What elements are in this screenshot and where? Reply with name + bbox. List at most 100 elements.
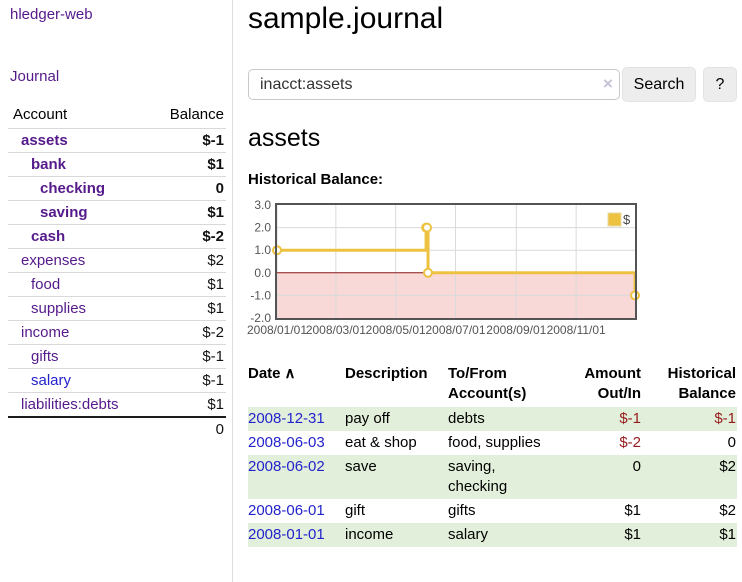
register-header-accounts: To/From Account(s) (448, 365, 527, 402)
account-row-gifts: gifts $-1 (8, 344, 226, 369)
account-row-supplies: supplies $1 (8, 296, 226, 321)
accounts-header-account: Account (13, 106, 68, 123)
balance-cell: $-1 (642, 407, 737, 431)
sidebar: hledger-web Journal Account Balance asse… (0, 0, 233, 582)
register-header-row: Date ∧ Description To/From Account(s) Amo… (248, 362, 737, 407)
register-header-amount: Amount Out/In (584, 365, 641, 402)
legend-label: $ (623, 212, 631, 227)
account-heading: assets (248, 124, 321, 152)
account-row-income: income $-2 (8, 320, 226, 345)
register-table: Date ∧ Description To/From Account(s) Amo… (248, 362, 737, 547)
register-header-description: Description (345, 365, 428, 382)
amount-cell: $-2 (619, 434, 641, 451)
y-tick-label: -2.0 (250, 311, 271, 325)
account-balance: $1 (148, 152, 226, 177)
sidebar-item-journal[interactable]: Journal (10, 68, 60, 85)
search-input[interactable] (248, 69, 620, 100)
account-balance: $-2 (148, 224, 226, 249)
account-row-food: food $1 (8, 272, 226, 297)
account-balance: $1 (148, 272, 226, 297)
amount-cell: $1 (560, 523, 642, 547)
date-link[interactable]: 2008-06-03 (248, 434, 325, 451)
accounts-cell: salary (448, 523, 560, 547)
account-balance: $-1 (148, 344, 226, 369)
account-link-bank[interactable]: bank (31, 156, 67, 173)
account-balance: $1 (148, 392, 226, 417)
main-content: sample.journal × Search ? assets Histori… (247, 0, 742, 582)
balance-cell: 0 (727, 434, 736, 451)
y-tick-label: -1.0 (250, 288, 271, 302)
sort-asc-icon: ∧ (284, 365, 296, 382)
account-link-supplies[interactable]: supplies (31, 300, 87, 317)
account-link-expenses[interactable]: expenses (21, 252, 86, 269)
account-link-food[interactable]: food (31, 276, 61, 293)
x-tick-label: 2008/03/01 (306, 323, 366, 337)
account-balance: $2 (148, 248, 226, 273)
y-tick-label: 1.0 (254, 243, 271, 257)
amount-cell: $-1 (560, 407, 642, 431)
sort-by-date-header[interactable]: Date ∧ (248, 365, 296, 382)
clear-search-icon[interactable]: × (603, 74, 613, 93)
accounts-total-value: 0 (148, 416, 226, 441)
account-link-salary[interactable]: salary (31, 372, 72, 389)
description-cell: pay off (345, 407, 448, 431)
register-row: 2008-01-01 income salary $1 $1 (248, 523, 737, 547)
chart-title: Historical Balance: (248, 171, 384, 188)
account-balance: $1 (148, 296, 226, 321)
date-link[interactable]: 2008-06-01 (248, 502, 325, 519)
search-button[interactable]: Search (622, 67, 696, 102)
account-balance: 0 (148, 176, 226, 201)
app-title-link[interactable]: hledger-web (10, 6, 93, 23)
help-button[interactable]: ? (703, 67, 737, 102)
amount-cell: 0 (560, 455, 642, 499)
accounts-cell: debts (448, 407, 560, 431)
description-cell: save (345, 455, 448, 499)
description-cell: eat & shop (345, 434, 417, 451)
balance-cell: $2 (642, 455, 737, 499)
account-balance: $1 (148, 200, 226, 225)
chart-point (422, 222, 433, 233)
register-header-balance: Historical Balance (667, 365, 736, 402)
account-row-saving: saving $1 (8, 200, 226, 225)
x-tick-label: 2008/01/01 (247, 323, 307, 337)
account-link-checking[interactable]: checking (40, 180, 106, 197)
register-row: 2008-06-03 eat & shop food, supplies $-2… (248, 431, 737, 455)
account-row-salary: salary $-1 (8, 368, 226, 393)
account-row-assets: assets $-1 (8, 128, 226, 153)
accounts-cell: food, supplies (448, 434, 541, 451)
account-link-gifts[interactable]: gifts (31, 348, 59, 365)
x-tick-label: 2008/09/01 (486, 323, 546, 337)
account-link-assets[interactable]: assets (21, 132, 68, 149)
account-row-liabilities-debts: liabilities:debts $1 (8, 392, 226, 417)
account-row-checking: checking 0 (8, 176, 226, 201)
y-tick-label: 3.0 (254, 198, 271, 212)
account-balance: $-1 (148, 368, 226, 393)
balance-cell: $1 (642, 523, 737, 547)
y-tick-label: 0.0 (254, 266, 271, 280)
balance-cell: $2 (719, 502, 736, 519)
y-tick-label: 2.0 (254, 221, 271, 235)
account-link-liabilities-debts[interactable]: liabilities:debts (21, 396, 119, 413)
accounts-cell: saving, checking (448, 455, 560, 499)
account-row-cash: cash $-2 (8, 224, 226, 249)
search-bar: × Search ? (248, 67, 742, 103)
historical-balance-chart: $2008/01/01 2008/03/01 2008/05/01 2008/07/0… (247, 198, 742, 342)
accounts-header-row: Account Balance (8, 102, 226, 129)
x-tick-label: 2008/07/01 (425, 323, 485, 337)
date-link[interactable]: 2008-01-01 (248, 526, 325, 543)
account-link-cash[interactable]: cash (31, 228, 66, 245)
accounts-header-balance: Balance (169, 106, 224, 123)
account-link-income[interactable]: income (21, 324, 70, 341)
date-link[interactable]: 2008-06-02 (248, 458, 325, 475)
register-row: 2008-06-01 gift gifts $1 $2 (248, 499, 737, 523)
account-row-bank: bank $1 (8, 152, 226, 177)
account-balance: $-1 (148, 128, 226, 153)
x-tick-label: 2008/05/01 (366, 323, 426, 337)
date-link[interactable]: 2008-12-31 (248, 410, 325, 427)
account-link-saving[interactable]: saving (40, 204, 88, 221)
accounts-table: Account Balance assets $-1 bank $1 check… (8, 102, 226, 441)
account-row-expenses: expenses $2 (8, 248, 226, 273)
accounts-cell: gifts (448, 502, 476, 519)
legend-swatch-icon (607, 212, 622, 227)
